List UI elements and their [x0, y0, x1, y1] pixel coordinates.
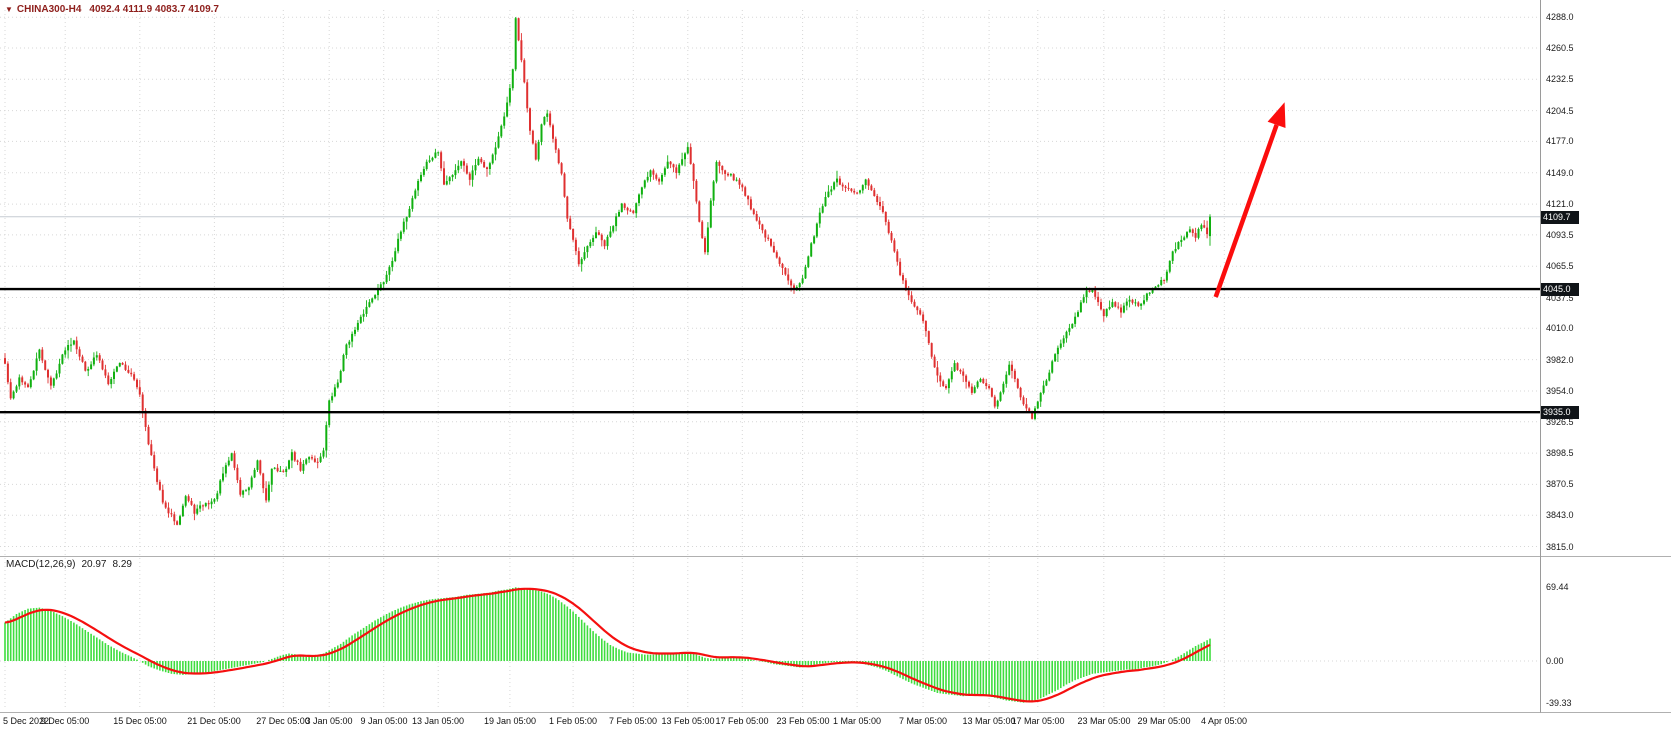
- time-axis-label: 13 Jan 05:00: [411, 716, 465, 726]
- time-axis-label: 3 Jan 05:00: [305, 716, 353, 726]
- price-tick-label: 4093.5: [1546, 230, 1574, 240]
- price-tick-label: 3982.0: [1546, 355, 1574, 365]
- price-tick-label: 4204.5: [1546, 106, 1574, 116]
- time-axis-label: 1 Mar 05:00: [832, 716, 882, 726]
- time-axis-label: 7 Feb 05:00: [608, 716, 658, 726]
- price-tick-label: 4065.5: [1546, 261, 1574, 271]
- price-tick-label: 4288.0: [1546, 12, 1574, 22]
- macd-indicator-label: MACD(12,26,9) 20.97 8.29: [6, 559, 138, 570]
- macd-title: MACD(12,26,9): [6, 559, 76, 570]
- price-tick-label: 3898.5: [1546, 448, 1574, 458]
- time-axis-label: 27 Dec 05:00: [256, 716, 310, 726]
- time-axis-label: 17 Mar 05:00: [1011, 716, 1065, 726]
- price-tick-label: 3815.0: [1546, 542, 1574, 552]
- ohlc-values: 4092.4 4111.9 4083.7 4109.7: [89, 4, 219, 15]
- time-axis-label: 13 Mar 05:00: [962, 716, 1016, 726]
- price-tick-label: 4037.5: [1546, 293, 1574, 303]
- time-axis-label: 9 Dec 05:00: [40, 716, 90, 726]
- price-tick-label: 3954.0: [1546, 386, 1574, 396]
- time-axis-label: 5 Dec 2022: [3, 716, 50, 726]
- trend-arrow-line[interactable]: [1213, 124, 1279, 298]
- level-price-tag: 4045.0: [1541, 283, 1579, 296]
- price-tick-label: 4232.5: [1546, 74, 1574, 84]
- time-axis-label: 19 Jan 05:00: [483, 716, 537, 726]
- macd-histogram: [4, 587, 1211, 703]
- macd-signal-line: [4, 587, 1211, 703]
- price-tick-label: 3870.5: [1546, 479, 1574, 489]
- time-axis-label: 29 Mar 05:00: [1137, 716, 1191, 726]
- price-axis[interactable]: 4288.0 4260.5 4232.5 4204.5 4177.0 4149.0 4121…: [1541, 0, 1671, 556]
- time-axis-label: 21 Dec 05:00: [187, 716, 241, 726]
- current-price-tag: 4109.7: [1541, 211, 1579, 224]
- price-tick-label: 4010.0: [1546, 323, 1574, 333]
- time-axis-label: 7 Mar 05:00: [898, 716, 948, 726]
- time-axis-label: 13 Feb 05:00: [661, 716, 715, 726]
- time-axis-label: 15 Dec 05:00: [113, 716, 167, 726]
- chart-menu-arrow-icon[interactable]: ▼: [5, 5, 13, 14]
- time-axis-label: 23 Mar 05:00: [1077, 716, 1131, 726]
- symbol-label: CHINA300-H4: [16, 4, 82, 15]
- macd-tick-label: 69.44: [1546, 582, 1569, 592]
- macd-axis[interactable]: 69.44 0.00 -39.33: [1541, 557, 1671, 712]
- trend-arrow-head[interactable]: [1267, 102, 1286, 128]
- level-price-tag: 3935.0: [1541, 406, 1579, 419]
- grid: [0, 10, 1541, 710]
- macd-tick-label: 0.00: [1546, 656, 1564, 666]
- macd-main-value: 20.97: [81, 559, 107, 570]
- macd-signal-value: 8.29: [112, 559, 132, 570]
- price-tick-label: 4260.5: [1546, 43, 1574, 53]
- symbol-header: ▼ CHINA300-H4 4092.4 4111.9 4083.7 4109.7: [5, 4, 219, 15]
- time-axis-label: 1 Feb 05:00: [548, 716, 598, 726]
- price-tick-label: 3926.5: [1546, 417, 1574, 427]
- price-tick-label: 4121.0: [1546, 199, 1574, 209]
- time-axis-label: 23 Feb 05:00: [776, 716, 830, 726]
- time-axis-label: 4 Apr 05:00: [1200, 716, 1248, 726]
- price-tick-label: 4149.0: [1546, 168, 1574, 178]
- candles: [4, 17, 1211, 526]
- price-tick-label: 3843.0: [1546, 510, 1574, 520]
- time-axis[interactable]: 5 Dec 2022 9 Dec 05:00 15 Dec 05:00 21 Dec …: [0, 712, 1671, 742]
- time-axis-label: 9 Jan 05:00: [360, 716, 408, 726]
- time-axis-label: 17 Feb 05:00: [715, 716, 769, 726]
- macd-tick-label: -39.33: [1546, 698, 1572, 708]
- price-tick-label: 4177.0: [1546, 136, 1574, 146]
